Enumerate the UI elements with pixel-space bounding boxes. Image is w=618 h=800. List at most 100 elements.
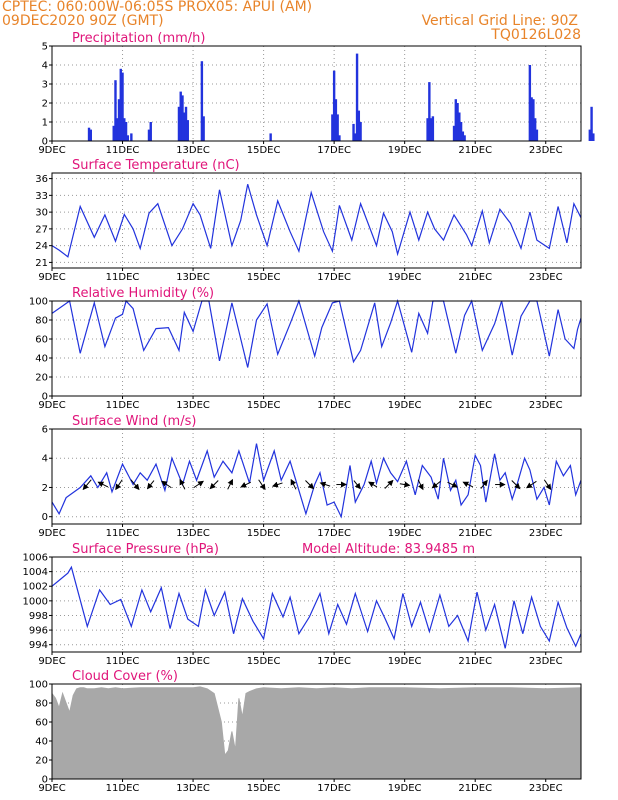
y-tick-label: 998: [29, 611, 48, 622]
x-tick-label: 9DEC: [38, 272, 65, 283]
precip-bar: [461, 131, 465, 141]
precip-bar: [202, 116, 205, 141]
wind-direction-arrow: [160, 480, 172, 489]
precip-bar: [87, 127, 91, 141]
x-tick-label: 11DEC: [106, 145, 140, 156]
x-tick-label: 19DEC: [388, 528, 422, 539]
wind-direction-arrow: [399, 481, 411, 488]
precip-bar: [179, 91, 182, 141]
wind-direction-arrow: [258, 479, 266, 491]
y-tick-label: 1004: [23, 567, 48, 578]
y-tick-label: 60: [35, 718, 48, 729]
precip-bar: [426, 118, 429, 141]
wind-direction-arrow: [480, 479, 488, 489]
wind-direction-arrow: [353, 480, 361, 490]
wind-direction-arrow: [319, 481, 331, 488]
y-tick-label: 1: [42, 118, 48, 129]
x-tick-label: 9DEC: [38, 783, 65, 794]
precip-bar: [89, 129, 92, 141]
x-tick-label: 21DEC: [458, 656, 492, 667]
precip-bar: [355, 53, 359, 141]
y-tick-label: 1006: [23, 553, 48, 564]
x-tick-label: 17DEC: [317, 783, 351, 794]
wind-series-line: [51, 443, 582, 519]
y-tick-label: 60: [35, 335, 48, 346]
wind-direction-arrow: [511, 480, 521, 490]
x-tick-label: 23DEC: [529, 783, 563, 794]
wind-direction-arrow: [462, 481, 474, 488]
precip-bar: [123, 118, 126, 141]
y-tick-label: 3: [42, 80, 48, 91]
x-tick-label: 15DEC: [247, 272, 281, 283]
x-tick-label: 21DEC: [458, 783, 492, 794]
y-tick-label: 40: [35, 354, 48, 365]
x-tick-label: 19DEC: [388, 783, 422, 794]
y-tick-label: 4: [42, 454, 48, 465]
precip-bar: [183, 112, 186, 141]
x-tick-label: 11DEC: [106, 272, 140, 283]
x-tick-label: 23DEC: [529, 145, 563, 156]
precip-bar: [592, 133, 595, 141]
temp-series-line: [51, 184, 582, 258]
wind-direction-arrow: [368, 481, 378, 488]
wind-direction-arrow: [240, 481, 251, 488]
wind-direction-arrow: [543, 479, 552, 491]
header-vertical-grid-note: Vertical Grid Line: 90Z: [421, 13, 578, 29]
wind-direction-arrow: [290, 478, 297, 490]
precip-bar: [459, 122, 463, 141]
x-tick-label: 21DEC: [458, 528, 492, 539]
x-tick-label: 15DEC: [247, 656, 281, 667]
x-tick-label: 21DEC: [458, 145, 492, 156]
wind-direction-arrow: [193, 480, 204, 489]
panel-title-rh: Relative Humidity (%): [72, 286, 214, 301]
wind-direction-arrow: [305, 480, 315, 490]
x-tick-label: 11DEC: [106, 400, 140, 411]
x-tick-label: 13DEC: [176, 783, 210, 794]
plot-frame: [51, 172, 582, 269]
precip-bar: [532, 99, 535, 141]
y-tick-label: 21: [35, 258, 48, 269]
x-tick-label: 15DEC: [247, 783, 281, 794]
y-tick-label: 80: [35, 316, 48, 327]
precip-bar: [332, 70, 336, 141]
precip-bar: [431, 116, 435, 141]
wind-direction-arrow: [431, 480, 441, 489]
precip-bar: [181, 95, 184, 141]
y-tick-label: 100: [29, 680, 48, 691]
plot-frame: [51, 683, 582, 780]
precip-bar: [119, 68, 122, 141]
header-model-id: TQ0126L028: [491, 27, 581, 43]
precip-bar: [147, 129, 151, 141]
precip-bar: [429, 118, 433, 141]
panel-title-wind: Surface Wind (m/s): [72, 414, 196, 429]
x-tick-label: 21DEC: [458, 272, 492, 283]
wind-direction-arrow: [271, 481, 283, 488]
precip-bar: [130, 133, 133, 141]
precip-bar: [456, 103, 459, 141]
precip-bar: [530, 97, 533, 141]
x-tick-label: 9DEC: [38, 145, 65, 156]
precip-bar: [454, 99, 458, 141]
cloud-cover-area: [51, 686, 582, 780]
panel-title-temp: Surface Temperature (nC): [72, 158, 240, 173]
precip-bar: [177, 106, 181, 141]
x-tick-label: 9DEC: [38, 656, 65, 667]
press-series-line: [51, 565, 582, 649]
panel-title-precip: Precipitation (mm/h): [72, 31, 205, 46]
x-tick-label: 23DEC: [529, 528, 563, 539]
y-tick-label: 996: [29, 626, 48, 637]
wind-direction-arrow: [146, 480, 155, 490]
x-tick-label: 9DEC: [38, 400, 65, 411]
x-tick-label: 23DEC: [529, 272, 563, 283]
wind-direction-arrow: [417, 479, 424, 491]
precip-bar: [352, 123, 355, 141]
wind-direction-arrow: [97, 481, 109, 488]
precip-bar: [336, 114, 339, 141]
plot-frame: [51, 428, 582, 525]
precip-bar: [112, 125, 115, 141]
wind-direction-arrow: [179, 478, 186, 490]
y-tick-label: 80: [35, 699, 48, 710]
precip-bar: [117, 99, 121, 141]
x-tick-label: 15DEC: [247, 145, 281, 156]
